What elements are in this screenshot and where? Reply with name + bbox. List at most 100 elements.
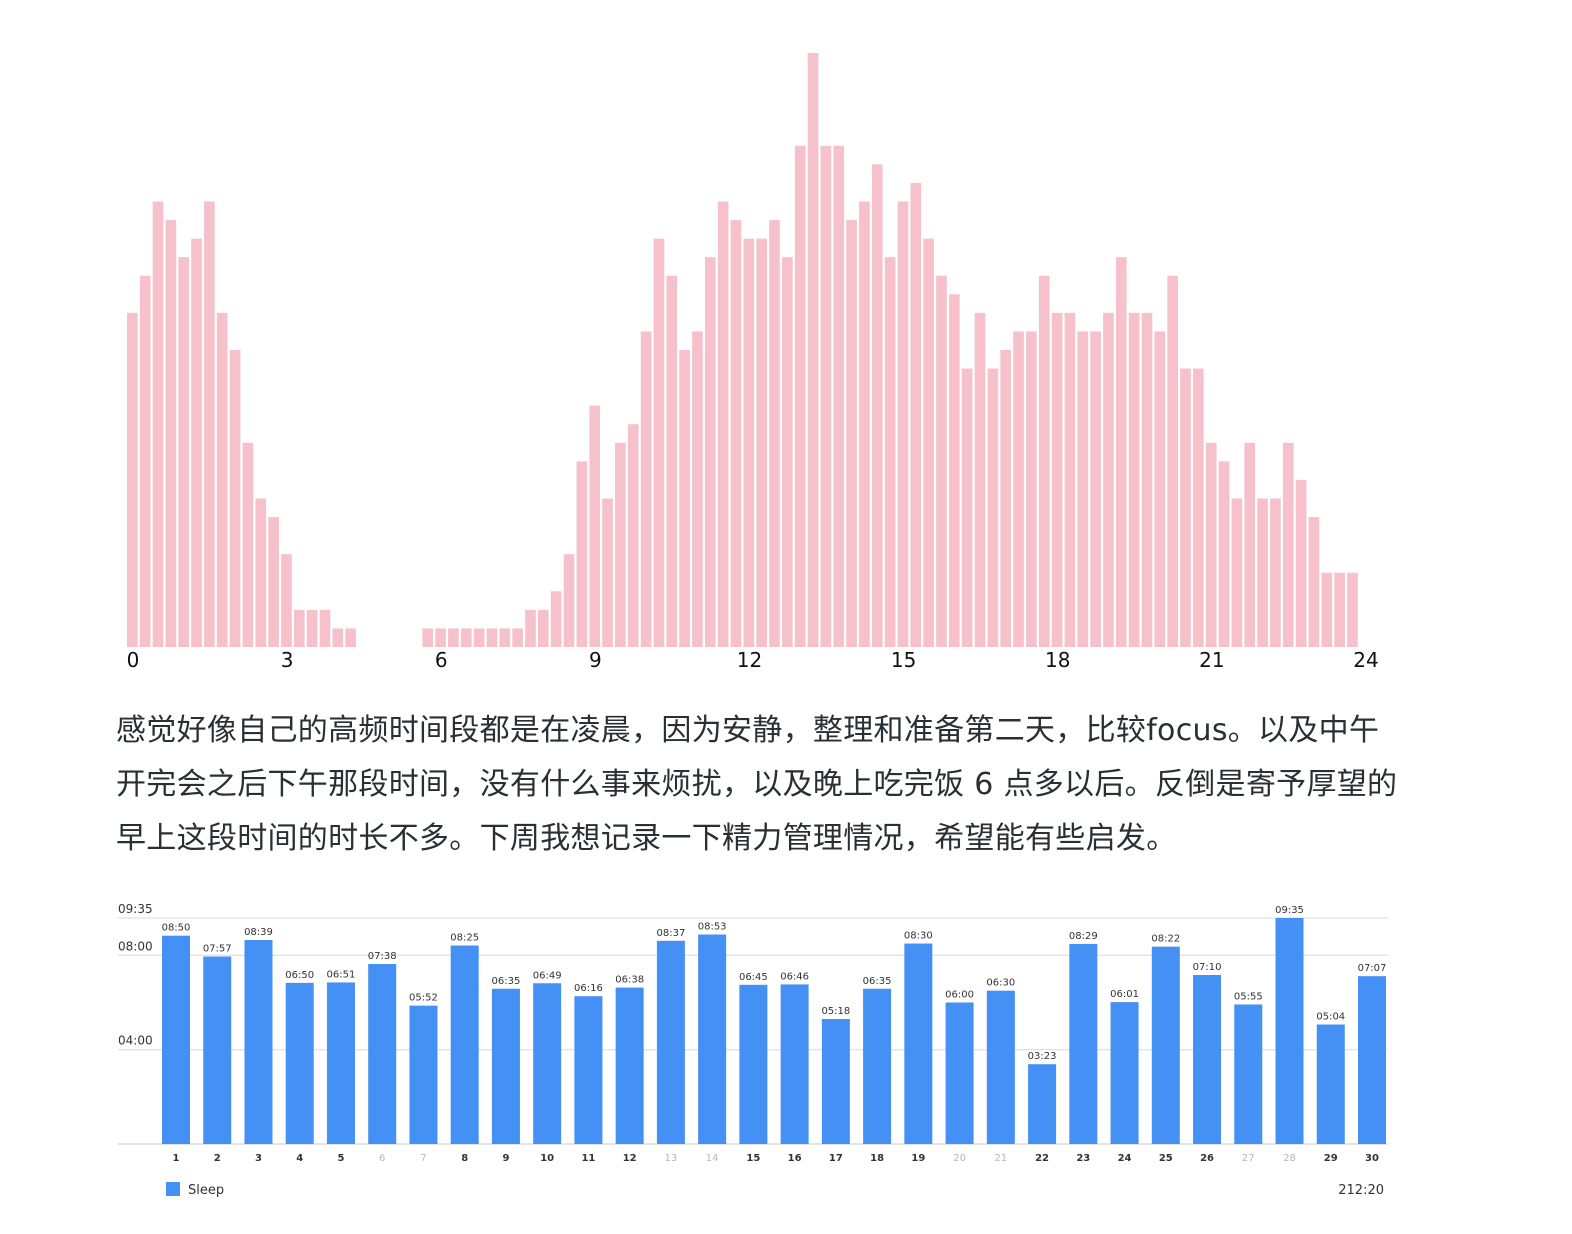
sleep-value-label: 08:39 xyxy=(244,927,273,938)
focus-bar-85 xyxy=(1218,461,1230,648)
sleep-bar-day-1 xyxy=(162,935,190,1144)
focus-bar-64 xyxy=(949,294,960,647)
focus-bar-93 xyxy=(1321,572,1333,647)
sleep-day-label: 2 xyxy=(214,1153,221,1164)
sleep-bar-day-20 xyxy=(945,1002,974,1144)
focus-bar-44 xyxy=(692,331,703,647)
focus-bar-52 xyxy=(794,145,806,647)
sleep-value-label: 08:53 xyxy=(698,922,727,933)
focus-bar-28 xyxy=(486,628,498,647)
sleep-y-tick: 04:00 xyxy=(118,1034,153,1048)
focus-bar-30 xyxy=(512,628,523,647)
sleep-day-label: 16 xyxy=(788,1153,802,1164)
focus-bar-94 xyxy=(1334,572,1345,647)
sleep-value-label: 06:35 xyxy=(492,976,521,987)
sleep-bar-day-4 xyxy=(285,982,314,1144)
sleep-day-label: 7 xyxy=(420,1153,426,1164)
sleep-bar-day-28 xyxy=(1275,918,1304,1144)
sleep-day-label: 29 xyxy=(1324,1153,1338,1164)
sleep-value-label: 05:18 xyxy=(821,1006,850,1017)
sleep-bar-day-19 xyxy=(904,943,933,1144)
focus-x-tick: 12 xyxy=(737,648,762,672)
sleep-day-label: 4 xyxy=(296,1153,303,1164)
focus-bar-84 xyxy=(1205,442,1217,647)
sleep-day-label: 13 xyxy=(665,1153,678,1164)
focus-bar-45 xyxy=(704,257,716,647)
sleep-bar-day-5 xyxy=(326,982,355,1144)
sleep-value-label: 07:57 xyxy=(203,944,232,955)
focus-bar-35 xyxy=(576,461,588,648)
focus-bar-77 xyxy=(1115,257,1127,647)
sleep-value-label: 06:30 xyxy=(986,978,1015,989)
focus-bar-69 xyxy=(1013,331,1024,647)
focus-bar-82 xyxy=(1180,368,1191,647)
sleep-bar-day-24 xyxy=(1110,1002,1139,1144)
focus-bar-63 xyxy=(936,275,947,647)
sleep-day-label: 9 xyxy=(502,1153,509,1164)
focus-bar-59 xyxy=(884,257,896,647)
focus-bar-9 xyxy=(242,442,254,647)
focus-bar-56 xyxy=(846,220,857,647)
sleep-value-label: 06:45 xyxy=(739,972,768,983)
sleep-y-tick: 08:00 xyxy=(118,939,153,953)
focus-x-tick: 21 xyxy=(1199,648,1224,672)
sleep-value-label: 05:04 xyxy=(1316,1012,1345,1023)
sleep-value-label: 08:30 xyxy=(904,931,933,942)
sleep-day-label: 20 xyxy=(953,1153,966,1164)
sleep-bar-day-10 xyxy=(533,983,562,1144)
focus-bar-3 xyxy=(165,220,177,647)
sleep-day-label: 24 xyxy=(1118,1153,1132,1164)
focus-bar-16 xyxy=(332,628,344,647)
sleep-bar-day-16 xyxy=(780,984,809,1144)
focus-bar-36 xyxy=(589,405,601,647)
focus-bar-46 xyxy=(717,201,729,647)
focus-bar-11 xyxy=(268,517,279,647)
sleep-day-label: 1 xyxy=(173,1153,180,1164)
focus-bar-10 xyxy=(255,498,267,647)
sleep-y-tick: 09:35 xyxy=(118,902,153,916)
sleep-value-label: 06:35 xyxy=(863,976,892,987)
legend-label: Sleep xyxy=(188,1183,224,1198)
sleep-total: 212:20 xyxy=(1338,1183,1384,1198)
focus-bar-81 xyxy=(1167,275,1178,647)
focus-bar-49 xyxy=(756,238,767,648)
sleep-bar-day-11 xyxy=(574,996,603,1144)
sleep-value-label: 08:25 xyxy=(450,933,479,944)
focus-x-tick: 24 xyxy=(1353,648,1378,672)
sleep-bar-day-15 xyxy=(739,984,768,1144)
sleep-value-label: 06:46 xyxy=(780,971,809,982)
focus-bar-25 xyxy=(448,628,459,647)
sleep-day-label: 11 xyxy=(581,1153,595,1164)
focus-bar-55 xyxy=(833,145,845,647)
focus-bar-39 xyxy=(627,424,639,647)
focus-bar-40 xyxy=(640,331,652,647)
focus-bar-24 xyxy=(435,628,446,647)
focus-bar-86 xyxy=(1231,498,1243,647)
focus-bar-53 xyxy=(807,53,819,647)
sleep-day-label: 10 xyxy=(540,1153,554,1164)
sleep-day-label: 21 xyxy=(994,1153,1007,1164)
focus-bar-8 xyxy=(229,350,241,647)
focus-bar-4 xyxy=(178,257,190,647)
sleep-value-label: 06:01 xyxy=(1110,989,1139,1000)
focus-x-tick: 6 xyxy=(435,648,448,672)
focus-bar-13 xyxy=(293,609,305,648)
sleep-value-label: 05:52 xyxy=(409,993,438,1004)
sleep-bar-day-13 xyxy=(656,940,685,1144)
focus-bar-0 xyxy=(127,312,138,648)
sleep-day-label: 12 xyxy=(623,1153,637,1164)
focus-bar-83 xyxy=(1193,368,1204,647)
sleep-day-label: 3 xyxy=(255,1153,262,1164)
focus-bar-65 xyxy=(961,368,973,647)
sleep-day-label: 19 xyxy=(911,1153,925,1164)
sleep-bar-day-27 xyxy=(1234,1004,1263,1144)
focus-bar-12 xyxy=(281,554,292,647)
sleep-bar-day-9 xyxy=(491,988,520,1144)
sleep-value-label: 06:16 xyxy=(574,983,603,994)
focus-bar-14 xyxy=(306,609,318,648)
sleep-value-label: 08:29 xyxy=(1069,931,1098,942)
sleep-day-label: 17 xyxy=(829,1153,843,1164)
sleep-bar-day-17 xyxy=(821,1019,850,1144)
focus-x-tick: 9 xyxy=(589,648,602,672)
sleep-bar-day-18 xyxy=(863,988,892,1144)
